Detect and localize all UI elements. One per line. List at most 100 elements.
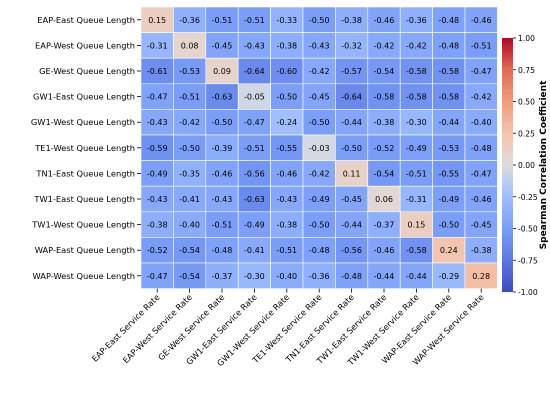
cell-value-label: -0.47 [244,118,265,127]
cell-value-label: -0.59 [147,144,168,153]
cell-value-label: -0.29 [438,272,459,281]
heatmap-cell [140,185,174,213]
cell-value-label: -0.43 [276,195,297,204]
heatmap-cell [173,160,207,187]
heatmap-cell [302,160,336,187]
y-tick-label: TN1-East Queue Length [35,168,135,178]
cell-value-label: 0.24 [440,246,458,255]
cell-value-label: -0.47 [147,272,168,281]
heatmap-cell [367,262,401,289]
heatmap-cell [237,185,271,213]
cell-value-label: -0.36 [309,272,330,281]
heatmap-cell [140,134,174,161]
cell-value-label: -0.49 [438,195,459,204]
heatmap-cell [464,134,498,161]
cell-value-label: -0.49 [309,195,330,204]
y-tick-labels: EAP-East Queue Length EAP-West Queue Leng… [31,15,141,281]
colorbar-label: Spearman Correlation Coefficient [539,80,549,249]
cell-value-label: -0.58 [406,93,427,102]
cell-value-label: -0.36 [406,16,427,25]
cell-value-label: -0.47 [471,67,492,76]
heatmap-cell [237,109,271,136]
heatmap-cell [464,211,498,238]
heatmap-cell [335,83,369,110]
cell-value-label: -0.39 [212,144,233,153]
cell-value-label: -0.42 [374,41,395,50]
cell-value-label: -0.40 [276,272,297,281]
cell-value-label: -0.30 [406,118,427,127]
cell-value-label: -0.55 [438,169,459,178]
cell-value-label: -0.33 [276,16,297,25]
heatmap-cell [367,160,401,187]
cell-value-label: -0.48 [309,246,330,255]
heatmap-cell [302,83,336,110]
cell-value-label: -0.43 [147,195,168,204]
cell-value-label: 0.15 [148,16,166,25]
heatmap-cell [335,32,369,59]
heatmap-cell [399,211,433,238]
heatmap-cell [432,32,466,59]
cell-value-label: -0.43 [244,41,265,50]
heatmap-cell [464,32,498,59]
cell-value-label: -0.58 [406,67,427,76]
cell-value-label: -0.38 [374,118,395,127]
cell-value-label: -0.52 [374,144,395,153]
cell-value-label: -0.50 [341,144,362,153]
cell-value-label: -0.63 [244,195,265,204]
heatmap-cell [399,57,433,85]
cell-value-label: -0.51 [179,93,200,102]
heatmap-cell [367,32,401,59]
heatmap-cell [464,6,498,33]
cell-value-label: -0.48 [212,246,233,255]
heatmap-cell [399,160,433,187]
heatmap-cell [432,83,466,110]
heatmap-cell [464,237,498,264]
heatmap-cell [302,57,336,85]
cell-value-label: 0.28 [472,272,490,281]
cell-value-label: -0.61 [147,67,168,76]
cell-value-label: -0.46 [212,169,233,178]
heatmap-cell [464,83,498,110]
cell-value-label: -0.47 [147,93,168,102]
heatmap-cell [335,57,369,85]
heatmap-cell [205,109,239,136]
heatmap-cell [237,134,271,161]
heatmap-cell [140,32,174,59]
cell-value-label: -0.51 [212,16,233,25]
y-tick-label: WAP-East Queue Length [35,245,135,255]
heatmap-cell [464,262,498,289]
cell-value-label: -0.42 [179,118,200,127]
cell-value-label: -0.49 [244,221,265,230]
colorbar-tick-label: -0.50 [518,225,538,234]
cell-value-label: -0.63 [212,93,233,102]
cell-value-label: -0.36 [179,16,200,25]
cell-value-label: -0.40 [179,221,200,230]
colorbar-tick-label: 1.00 [518,34,535,43]
heatmap-cell [173,109,207,136]
cell-value-label: -0.58 [374,93,395,102]
cell-value-label: -0.53 [438,144,459,153]
cell-value-label: -0.48 [438,41,459,50]
cell-value-label: -0.44 [341,118,362,127]
heatmap-cell [367,185,401,213]
heatmap-cell [399,134,433,161]
heatmap-cell [302,134,336,161]
colorbar-tick-label: -0.25 [518,193,538,202]
cell-value-label: -0.51 [244,144,265,153]
y-tick-label: GW1-West Queue Length [31,117,135,127]
cell-value-label: -0.51 [212,221,233,230]
cell-value-label: -0.45 [309,93,330,102]
cell-value-label: -0.45 [341,195,362,204]
cell-value-label: -0.60 [276,67,297,76]
colorbar-tick-label: 0.75 [518,66,535,75]
heatmap-cell [432,109,466,136]
heatmap-cell [173,262,207,289]
heatmap-cell [237,160,271,187]
cell-value-label: 0.15 [407,221,425,230]
cell-value-label: -0.31 [147,41,168,50]
heatmap-cell [302,32,336,59]
heatmap-cell [335,211,369,238]
heatmap-cell [335,185,369,213]
cell-value-label: -0.51 [244,16,265,25]
